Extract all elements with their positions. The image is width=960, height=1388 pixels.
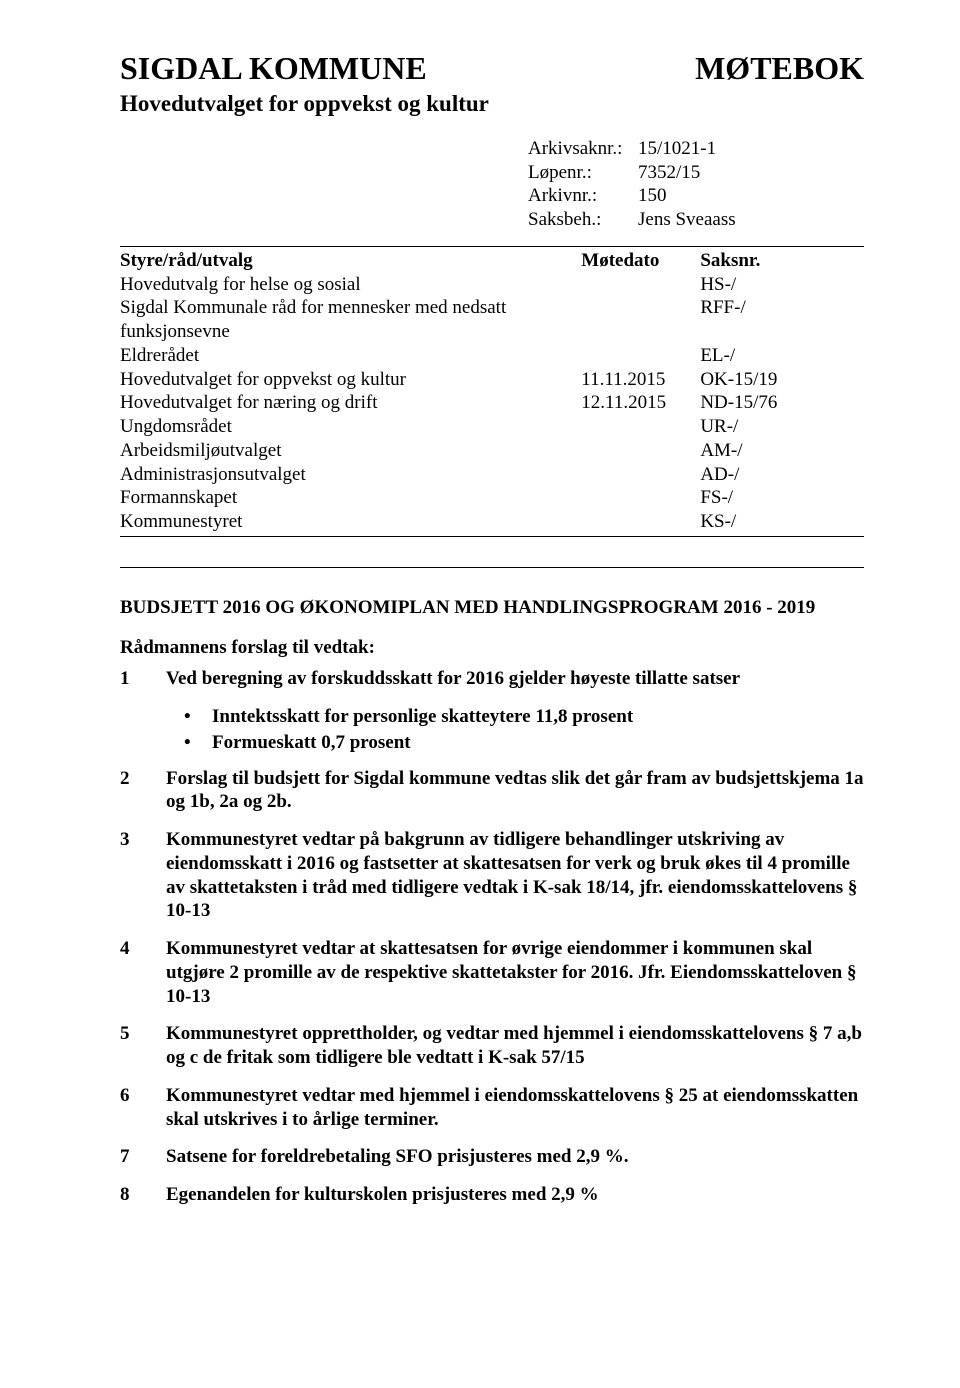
col-header-date: Møtedato — [581, 249, 700, 273]
cell-sak: FS-/ — [700, 486, 864, 510]
table-row: Eldrerådet EL-/ — [120, 344, 864, 368]
cell-date: 11.11.2015 — [581, 368, 700, 392]
item-bullets: Inntektsskatt for personlige skatteytere… — [166, 705, 864, 755]
cell-sak: ND-15/76 — [700, 391, 864, 415]
item-text: Forslag til budsjett for Sigdal kommune … — [166, 767, 864, 815]
cell-sak: AM-/ — [700, 439, 864, 463]
proposal-item: 7Satsene for foreldrebetaling SFO prisju… — [120, 1145, 864, 1169]
item-number: 8 — [120, 1183, 166, 1207]
table-header-row: Styre/råd/utvalg Møtedato Saksnr. — [120, 249, 864, 273]
cell-name: Formannskapet — [120, 486, 581, 510]
meta-row: Saksbeh.:Jens Sveaass — [528, 208, 864, 232]
meta-block: Arkivsaknr.:15/1021-1Løpenr.:7352/15Arki… — [528, 137, 864, 232]
cell-date — [581, 463, 700, 487]
divider — [120, 246, 864, 247]
table-row: Formannskapet FS-/ — [120, 486, 864, 510]
cell-name: Arbeidsmiljøutvalget — [120, 439, 581, 463]
table-row: Hovedutvalget for næring og drift12.11.2… — [120, 391, 864, 415]
meta-label: Arkivnr.: — [528, 184, 638, 208]
cell-sak: KS-/ — [700, 510, 864, 534]
cell-sak: OK-15/19 — [700, 368, 864, 392]
proposal-title: Rådmannens forslag til vedtak: — [120, 636, 864, 660]
meta-value: 15/1021-1 — [638, 137, 716, 161]
cell-date — [581, 510, 700, 534]
cell-sak: HS-/ — [700, 273, 864, 297]
cell-date — [581, 439, 700, 463]
meta-row: Løpenr.:7352/15 — [528, 161, 864, 185]
item-number: 5 — [120, 1022, 166, 1070]
cell-sak: EL-/ — [700, 344, 864, 368]
cell-date: 12.11.2015 — [581, 391, 700, 415]
meta-row: Arkivnr.:150 — [528, 184, 864, 208]
table-row: Sigdal Kommunale råd for mennesker med n… — [120, 296, 864, 344]
item-text: Kommunestyret opprettholder, og vedtar m… — [166, 1022, 864, 1070]
meta-label: Saksbeh.: — [528, 208, 638, 232]
document-header: SIGDAL KOMMUNE MØTEBOK — [120, 48, 864, 88]
committee-name: Hovedutvalget for oppvekst og kultur — [120, 90, 864, 119]
org-name: SIGDAL KOMMUNE — [120, 48, 427, 88]
table-row: Arbeidsmiljøutvalget AM-/ — [120, 439, 864, 463]
cell-name: Kommunestyret — [120, 510, 581, 534]
meta-value: Jens Sveaass — [638, 208, 736, 232]
proposal-item: 8Egenandelen for kulturskolen prisjuster… — [120, 1183, 864, 1207]
item-number: 4 — [120, 937, 166, 1008]
meta-row: Arkivsaknr.:15/1021-1 — [528, 137, 864, 161]
proposal-item: 2Forslag til budsjett for Sigdal kommune… — [120, 767, 864, 815]
meta-label: Arkivsaknr.: — [528, 137, 638, 161]
divider — [120, 567, 864, 568]
cell-date — [581, 486, 700, 510]
cell-name: Hovedutvalg for helse og sosial — [120, 273, 581, 297]
proposal-item: 6Kommunestyret vedtar med hjemmel i eien… — [120, 1084, 864, 1132]
item-number: 2 — [120, 767, 166, 815]
item-text: Ved beregning av forskuddsskatt for 2016… — [166, 667, 864, 691]
cell-name: Administrasjonsutvalget — [120, 463, 581, 487]
cell-name: Ungdomsrådet — [120, 415, 581, 439]
section-title: BUDSJETT 2016 OG ØKONOMIPLAN MED HANDLIN… — [120, 596, 864, 620]
table-row: Ungdomsrådet UR-/ — [120, 415, 864, 439]
proposal-item: 1Ved beregning av forskuddsskatt for 201… — [120, 667, 864, 691]
item-text: Kommunestyret vedtar med hjemmel i eiend… — [166, 1084, 864, 1132]
cell-sak: RFF-/ — [700, 296, 864, 344]
col-header-sak: Saksnr. — [700, 249, 864, 273]
proposal-item: 5Kommunestyret opprettholder, og vedtar … — [120, 1022, 864, 1070]
divider — [120, 536, 864, 537]
cell-sak: AD-/ — [700, 463, 864, 487]
cell-name: Sigdal Kommunale råd for mennesker med n… — [120, 296, 581, 344]
meta-value: 7352/15 — [638, 161, 700, 185]
meta-value: 150 — [638, 184, 667, 208]
meta-label: Løpenr.: — [528, 161, 638, 185]
item-number: 7 — [120, 1145, 166, 1169]
doc-type: MØTEBOK — [695, 48, 864, 88]
table-row: Administrasjonsutvalget AD-/ — [120, 463, 864, 487]
item-text: Kommunestyret vedtar på bakgrunn av tidl… — [166, 828, 864, 923]
cell-date — [581, 344, 700, 368]
cell-date — [581, 296, 700, 344]
committee-table: Styre/råd/utvalg Møtedato Saksnr. Hovedu… — [120, 249, 864, 534]
item-number: 1 — [120, 667, 166, 691]
item-text: Satsene for foreldrebetaling SFO prisjus… — [166, 1145, 864, 1169]
bullet: Formueskatt 0,7 prosent — [166, 731, 864, 755]
cell-date — [581, 415, 700, 439]
item-number: 6 — [120, 1084, 166, 1132]
cell-name: Eldrerådet — [120, 344, 581, 368]
table-row: Hovedutvalg for helse og sosial HS-/ — [120, 273, 864, 297]
cell-date — [581, 273, 700, 297]
proposal-item: 3Kommunestyret vedtar på bakgrunn av tid… — [120, 828, 864, 923]
proposal-items: 1Ved beregning av forskuddsskatt for 201… — [120, 667, 864, 1207]
item-number: 3 — [120, 828, 166, 923]
col-header-name: Styre/råd/utvalg — [120, 249, 581, 273]
proposal-item: 4Kommunestyret vedtar at skattesatsen fo… — [120, 937, 864, 1008]
table-row: Hovedutvalget for oppvekst og kultur11.1… — [120, 368, 864, 392]
bullet: Inntektsskatt for personlige skatteytere… — [166, 705, 864, 729]
cell-sak: UR-/ — [700, 415, 864, 439]
item-text: Egenandelen for kulturskolen prisjustere… — [166, 1183, 864, 1207]
table-row: Kommunestyret KS-/ — [120, 510, 864, 534]
cell-name: Hovedutvalget for næring og drift — [120, 391, 581, 415]
cell-name: Hovedutvalget for oppvekst og kultur — [120, 368, 581, 392]
item-text: Kommunestyret vedtar at skattesatsen for… — [166, 937, 864, 1008]
